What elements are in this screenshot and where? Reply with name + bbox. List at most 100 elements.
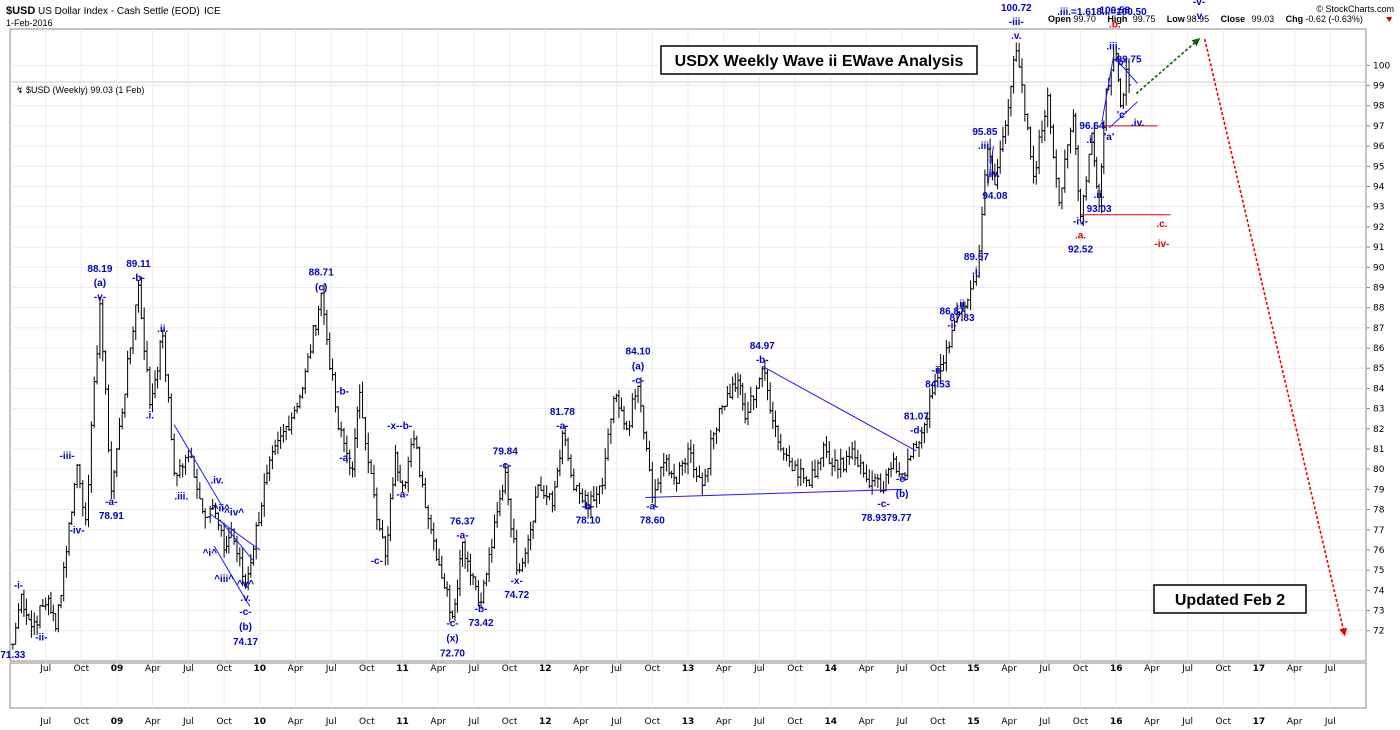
wave-label: .iii. [978,141,992,152]
wedge-2016-iii [1101,57,1114,122]
y-tick-label: 79 [1373,485,1385,495]
wave-label: -a- [105,497,117,508]
wave-label: -b- [756,355,769,366]
wave-label: 78.60 [640,515,665,526]
wave-label: 74.72 [504,590,529,601]
ohlc-label: Low [1167,14,1186,24]
wave-label: 88.71 [309,267,334,278]
wave-label: -x- [511,576,523,587]
x-tick-label: Oct [1215,664,1231,674]
wave-label: .b. [1109,20,1121,31]
x-tick-label-lower: 11 [396,717,409,727]
triangle-lower [645,488,903,498]
wave-label: (a) [94,278,106,289]
wave-label: 99.75 [1117,54,1142,65]
triangle-2016-upper [1115,58,1138,84]
wave-label: ^i^ [203,548,218,559]
x-tick-label: 15 [967,664,980,674]
wave-label: 81.78 [550,407,575,418]
wave-label: -c- [371,556,383,567]
wave-label: (a) [632,361,644,372]
x-tick-label: Oct [787,664,803,674]
wave-label: -b- [336,387,349,398]
wave-label: -d- [910,426,923,437]
symbol-description: US Dollar Index - Cash Settle (EOD) [38,6,200,17]
x-tick-label: Oct [502,664,518,674]
x-tick-label: Oct [645,664,661,674]
x-tick-label: Apr [288,664,304,674]
wave-label: 'b' [1115,57,1126,68]
wave-label: 84.53 [925,380,950,391]
ohlc-label: Open [1048,14,1071,24]
y-tick-label: 85 [1373,364,1384,374]
wave-label: -c- [239,607,251,618]
y-tick-label: 91 [1373,243,1384,253]
x-tick-label-lower: Oct [1215,717,1231,727]
x-tick-label: Jul [1038,664,1050,674]
wave-label: -a- [456,530,468,541]
wave-label: 79.84 [493,446,518,457]
x-tick-label: 10 [254,664,267,674]
wave-label: -b- [132,273,145,284]
channel-2009-upper [173,424,225,510]
x-tick-label: Jul [39,664,51,674]
x-tick-label: Jul [182,664,194,674]
wave-label: 'c' [1117,110,1127,121]
y-tick-label: 97 [1373,122,1384,132]
x-tick-label-lower: Oct [1073,717,1089,727]
x-tick-label-lower: Jul [39,717,51,727]
copyright: © StockCharts.com [1316,4,1394,14]
y-tick-label: 76 [1373,546,1385,556]
x-tick-label: Apr [1001,664,1017,674]
wave-label: ^v^ [237,579,254,590]
wave-annotations: 71.33 -i- -ii- -iii- -iv- 88.19 (a) -v- -a- 78.91… [0,0,1205,661]
wave-label: 71.33 [0,650,25,661]
wave-label: .v. [240,593,251,604]
x-tick-label: 11 [396,664,409,674]
x-tick-label: 09 [111,664,124,674]
x-tick-label-lower: 17 [1253,717,1266,727]
wave-label: 78.9379.77 [861,513,911,524]
ohlc-readout: Open 99.70 High 99.75 Low 98.95 Close 99.03 Chg -… [1048,14,1393,24]
y-tick-label: 93 [1373,203,1384,213]
x-tick-label-lower: Apr [288,717,304,727]
x-tick-label-lower: 09 [111,717,124,727]
x-tick-label-lower: 16 [1110,717,1123,727]
x-tick-label-lower: Oct [930,717,946,727]
wave-label: -iv- [1073,216,1088,227]
projection-up [1135,38,1201,95]
wave-label: -iii- [60,451,75,462]
x-tick-label-lower: 15 [967,717,980,727]
triangle-upper [761,365,917,452]
wave-label: .v. [1011,31,1022,42]
y-tick-label: 74 [1373,586,1385,596]
wave-label: (x) [446,634,458,645]
x-tick-label-lower: Apr [145,717,161,727]
x-tick-label: Apr [716,664,732,674]
wave-label: 86.87 [940,306,965,317]
y-tick-label: 77 [1373,526,1384,536]
ohlc-value: 99.75 [1133,14,1156,24]
x-tick-label-lower: Oct [787,717,803,727]
x-tick-label: Apr [145,664,161,674]
x-tick-label-lower: Jul [1181,717,1193,727]
wave-label: .i. [146,411,155,422]
x-tick-label: Jul [1324,664,1336,674]
x-tick-label: Jul [896,664,908,674]
wave-label: -iii- [1009,17,1024,28]
wave-label: .iv. [210,475,223,486]
wave-label: .ii. [956,299,967,310]
x-tick-label-lower: Jul [182,717,194,727]
x-tick-label-lower: Jul [753,717,765,727]
y-tick-label: 94 [1373,182,1385,192]
wave-label: 95.85 [972,127,997,138]
ohlc-label: Close [1221,14,1246,24]
y-tick-label: 92 [1373,223,1384,233]
x-tick-label: 13 [682,664,695,674]
wave-label: -c- [499,460,511,471]
wave-label: 94.08 [982,191,1007,202]
wave-label: 100.72 [1001,3,1032,14]
x-tick-label-lower: Oct [502,717,518,727]
x-tick-label: Oct [1073,664,1089,674]
wave-label: 'a' [1104,132,1114,143]
